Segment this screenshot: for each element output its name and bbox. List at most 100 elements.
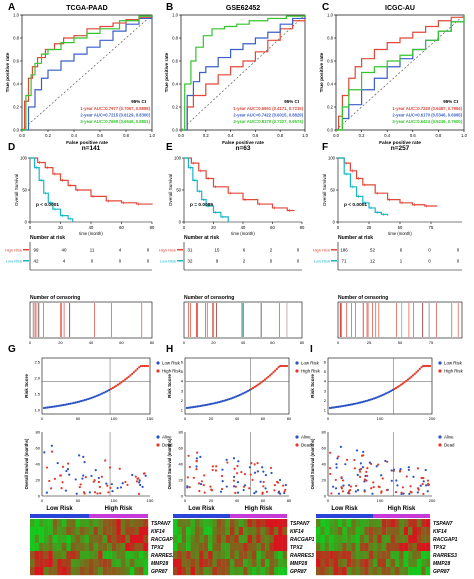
- os-point: [90, 474, 93, 478]
- heatmap-cell: [247, 559, 253, 568]
- heatmap-cell: [373, 543, 378, 552]
- auc-label-1yr: 1-year AUC=0.7977 (0.7067, 0.8888): [80, 106, 150, 111]
- os-point: [371, 492, 374, 495]
- heatmap-cell: [403, 535, 409, 544]
- y-axis-label: Overall Survival: [322, 174, 327, 206]
- gene-label: TPX2: [433, 545, 446, 551]
- heatmap-cell: [364, 551, 369, 560]
- heatmap-cell: [186, 559, 191, 568]
- heatmap-cell: [199, 519, 204, 528]
- os-point: [203, 491, 206, 494]
- os-point: [377, 463, 380, 466]
- legend-alive-dot: [156, 435, 160, 439]
- heatmap-cell: [251, 559, 257, 568]
- risk-score-point: [376, 396, 379, 399]
- heatmap-cell: [265, 551, 270, 560]
- x-tick-label: 0.2: [45, 133, 51, 138]
- heatmap-cell: [212, 559, 218, 568]
- score-frame: [327, 357, 433, 415]
- risk-score-point: [280, 364, 284, 368]
- km-curve-low-risk: [338, 157, 389, 216]
- x-tick-label: 20: [58, 225, 63, 230]
- os-point: [210, 489, 214, 492]
- censor-x-tick: 0: [29, 340, 32, 345]
- heatmap-cell: [333, 567, 339, 576]
- bar-label-high-risk: High Risk: [245, 506, 273, 512]
- heatmap-cell: [177, 543, 182, 552]
- score-frame: [184, 357, 290, 415]
- os-point: [396, 484, 399, 487]
- gene-label: TPX2: [151, 545, 164, 551]
- heatmap-cell: [57, 535, 62, 544]
- heatmap-cell: [39, 567, 44, 576]
- heatmap-cell: [208, 535, 213, 544]
- score-x-tick: 60: [261, 416, 266, 421]
- score-tick-label: 1: [181, 408, 184, 413]
- risk-score-point: [192, 405, 195, 409]
- heatmap-cell: [34, 567, 40, 576]
- risk-score-point: [42, 406, 46, 410]
- risk-score-point: [209, 402, 212, 406]
- risk-score-point: [97, 393, 100, 397]
- heatmap-cell: [386, 567, 391, 576]
- risk-score-point: [109, 387, 113, 391]
- heatmap-cell: [368, 559, 374, 568]
- heatmap-cell: [216, 543, 222, 552]
- heatmap-cell: [116, 543, 121, 552]
- heatmap-cell: [43, 527, 49, 536]
- os-point: [384, 459, 387, 463]
- heatmap-cell: [425, 519, 431, 528]
- risk-count: 99: [34, 248, 39, 253]
- risk-score-point: [344, 404, 347, 407]
- censor-x-tick: 20: [211, 340, 216, 345]
- heatmap-cell: [359, 527, 365, 536]
- heatmap-cell: [238, 535, 244, 544]
- os-point: [82, 474, 85, 477]
- heatmap-cell: [84, 551, 90, 560]
- os-point: [83, 461, 86, 464]
- legend-dead-dot: [295, 443, 299, 447]
- risk-score-point: [406, 378, 410, 381]
- risk-count: 0: [91, 259, 94, 264]
- risk-score-point: [229, 397, 233, 400]
- risk-score-point: [116, 383, 120, 386]
- heatmap-cell: [102, 527, 108, 536]
- heatmap-cell: [425, 551, 431, 560]
- heatmap-cell: [221, 559, 226, 568]
- risk-count: 0: [457, 259, 460, 264]
- os-point: [188, 465, 191, 469]
- heatmap-cell: [408, 527, 413, 536]
- heatmap-cell: [225, 527, 231, 536]
- risk-score-point: [342, 404, 345, 408]
- risk-count: 42: [34, 259, 39, 264]
- x-tick-label: 60: [270, 225, 275, 230]
- risk-score-point: [76, 400, 79, 404]
- risk-count: 15: [215, 248, 220, 253]
- x-tick-label: 0.4: [71, 133, 77, 138]
- heatmap-cell: [425, 535, 431, 544]
- heatmap-cell: [373, 535, 378, 544]
- heatmap-cell: [394, 527, 400, 536]
- x-tick-label: 80: [150, 225, 155, 230]
- os-x-tick: 50: [76, 498, 81, 503]
- risk-score-point: [53, 405, 56, 408]
- heatmap-cell: [48, 527, 53, 536]
- gene-label: RARRES3: [433, 553, 457, 559]
- heatmap-cell: [186, 551, 191, 560]
- heatmap-cell: [399, 543, 404, 552]
- heatmap-cell: [316, 527, 321, 536]
- risk-score-point: [90, 396, 93, 399]
- os-x-tick: 20: [209, 498, 214, 503]
- risk-score-point: [207, 403, 211, 406]
- os-point: [59, 474, 62, 477]
- heatmap-cell: [129, 535, 135, 544]
- risk-score-point: [361, 400, 364, 404]
- x-tick-label: 1.0: [149, 133, 155, 138]
- os-point: [390, 479, 393, 482]
- roc-title: TCGA-PAAD: [66, 5, 107, 12]
- risk-score-point: [51, 405, 54, 408]
- risk-score-point: [58, 404, 61, 407]
- heatmap-cell: [177, 551, 182, 560]
- risk-count: 52: [370, 248, 375, 253]
- os-point: [385, 488, 389, 492]
